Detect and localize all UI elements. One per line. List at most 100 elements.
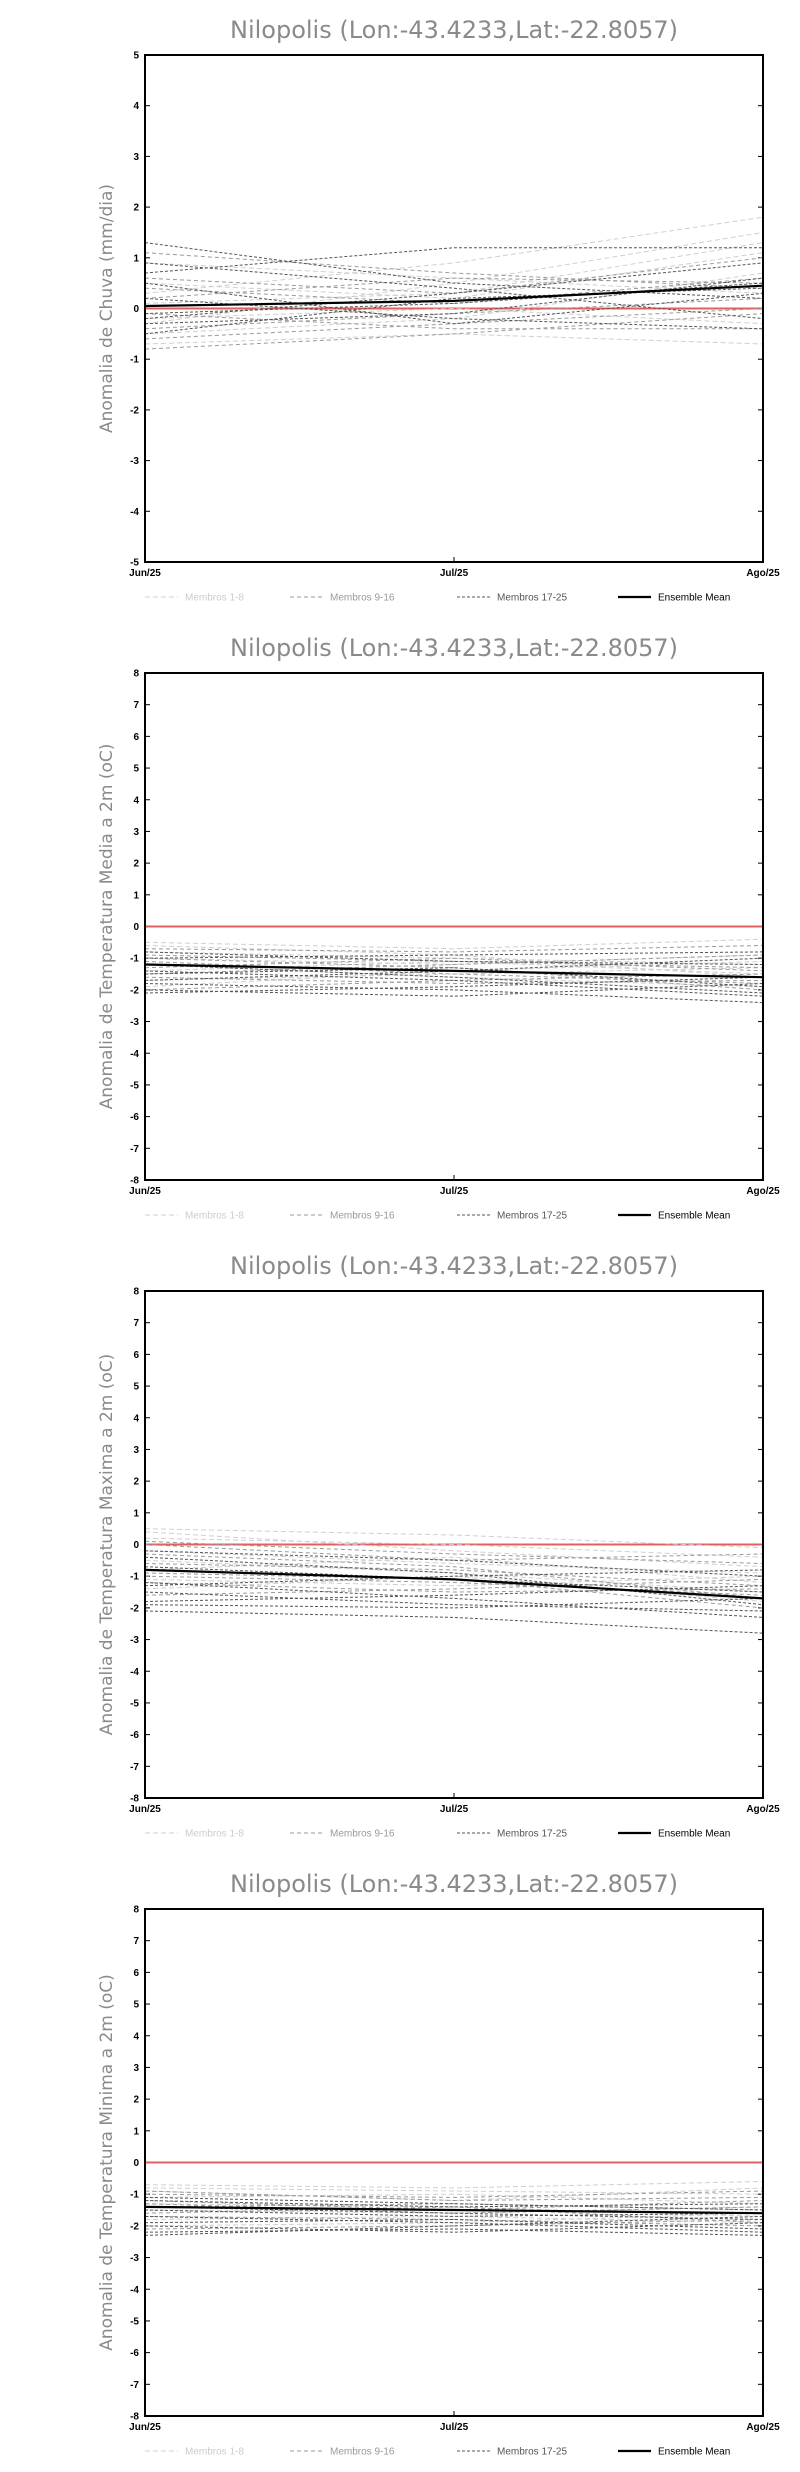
member-line-18 [144,247,763,274]
member-line-14 [144,960,764,984]
y-tick-label: -3 [130,1635,139,1646]
member-line-11 [144,976,764,985]
x-tick-label: Jul/25 [440,2422,469,2433]
member-line-22 [144,983,764,997]
member-line-17 [144,242,764,299]
member-line-23 [144,970,764,997]
y-tick-label: 4 [133,1413,139,1424]
member-line-4 [144,1537,764,1558]
y-tick-label: -7 [130,2380,139,2391]
legend-label: Membros 1-8 [185,2447,244,2458]
y-tick-label: 1 [133,2126,139,2137]
y-tick-label: -2 [130,405,139,416]
legend-label: Membros 1-8 [185,1211,244,1222]
chart-title: Nilopolis (Lon:-43.4233,Lat:-22.8057) [230,1870,678,1898]
member-line-3 [144,2206,764,2214]
y-tick-label: 4 [133,101,139,112]
y-tick-label: -4 [130,507,139,518]
ensemble-mean-line [144,2205,764,2215]
member-line-23 [144,1597,764,1609]
member-line-6 [144,262,764,294]
member-line-11 [144,1582,764,1593]
y-tick-label: 3 [133,2063,139,2074]
x-tick-label: Jun/25 [129,568,161,579]
member-line-9 [144,2190,764,2198]
member-line-14 [144,2206,764,2224]
member-line-20 [144,297,764,330]
member-line-19 [144,2209,764,2217]
x-tick-label: Jul/25 [440,1804,469,1815]
member-line-2 [144,1550,764,1574]
member-line-25 [144,1569,764,1587]
member-line-24 [144,282,764,325]
y-tick-label: -8 [130,1176,139,1187]
x-tick-label: Ago/25 [746,1186,780,1197]
y-tick-label: 2 [133,859,139,870]
y-tick-label: -3 [130,456,139,467]
member-line-16 [144,313,764,350]
y-tick-label: -7 [130,1144,139,1155]
y-tick-label: -4 [130,2285,139,2296]
chart-panel-4: Nilopolis (Lon:-43.4233,Lat:-22.8057) Ano… [97,1870,780,2458]
member-line-10 [144,957,764,972]
member-line-2 [144,2193,764,2205]
member-line-7 [144,307,764,325]
member-line-2 [144,954,764,966]
member-line-5 [144,1575,764,1587]
member-line-17 [144,2228,764,2236]
member-line-21 [144,1582,764,1618]
y-tick-label: 7 [133,700,139,711]
y-tick-label: 3 [133,1445,139,1456]
member-line-20 [144,1585,764,1602]
y-tick-label: -7 [130,1762,139,1773]
member-line-9 [144,945,764,953]
y-tick-label: -3 [130,2253,139,2264]
member-line-23 [144,2206,764,2220]
member-line-23 [144,262,764,320]
y-axis-label: Anomalia de Chuva (mm/dia) [97,184,117,433]
y-tick-label: 8 [133,1905,139,1916]
member-line-21 [144,2196,764,2211]
y-tick-label: 5 [133,1382,139,1393]
y-tick-label: 2 [133,1477,139,1488]
member-line-4 [144,2187,764,2202]
member-line-10 [144,1563,764,1587]
y-tick-label: 1 [133,890,139,901]
y-tick-label: -1 [130,2190,139,2201]
ensemble-mean-line [144,1568,764,1600]
y-tick-label: 0 [133,1540,139,1551]
legend-label: Ensemble Mean [658,1211,730,1222]
y-tick-label: -1 [130,1572,139,1583]
y-tick-label: -6 [130,1730,139,1741]
chart-panel-3: Nilopolis (Lon:-43.4233,Lat:-22.8057) Ano… [97,1252,780,1840]
member-line-10 [144,297,764,330]
member-line-22 [144,1550,764,1577]
y-tick-label: 6 [133,1350,139,1361]
y-tick-label: -5 [130,558,139,569]
legend-label: Membros 1-8 [185,593,244,604]
member-line-24 [144,2215,764,2236]
x-tick-label: Ago/25 [746,2422,780,2433]
member-line-17 [144,1610,764,1634]
y-tick-label: 7 [133,1936,139,1947]
y-tick-label: 2 [133,2095,139,2106]
member-line-9 [144,252,764,289]
y-tick-label: 8 [133,1287,139,1298]
y-tick-label: 1 [133,253,139,264]
member-line-15 [144,954,764,975]
chart-panel-1: Nilopolis (Lon:-43.4233,Lat:-22.8057) Ano… [97,16,780,604]
chart-title: Nilopolis (Lon:-43.4233,Lat:-22.8057) [230,634,678,662]
member-line-7 [144,2187,764,2195]
y-tick-label: -1 [130,355,139,366]
y-tick-label: -4 [130,1049,139,1060]
y-tick-label: 5 [133,764,139,775]
member-line-8 [144,2212,764,2227]
y-tick-label: -2 [130,2221,139,2232]
y-tick-label: -5 [130,1698,139,1709]
member-line-7 [144,945,764,978]
y-tick-label: 7 [133,1318,139,1329]
ensemble-mean-line [144,963,764,979]
legend-label: Membros 17-25 [497,1829,567,1840]
member-line-20 [144,967,764,988]
